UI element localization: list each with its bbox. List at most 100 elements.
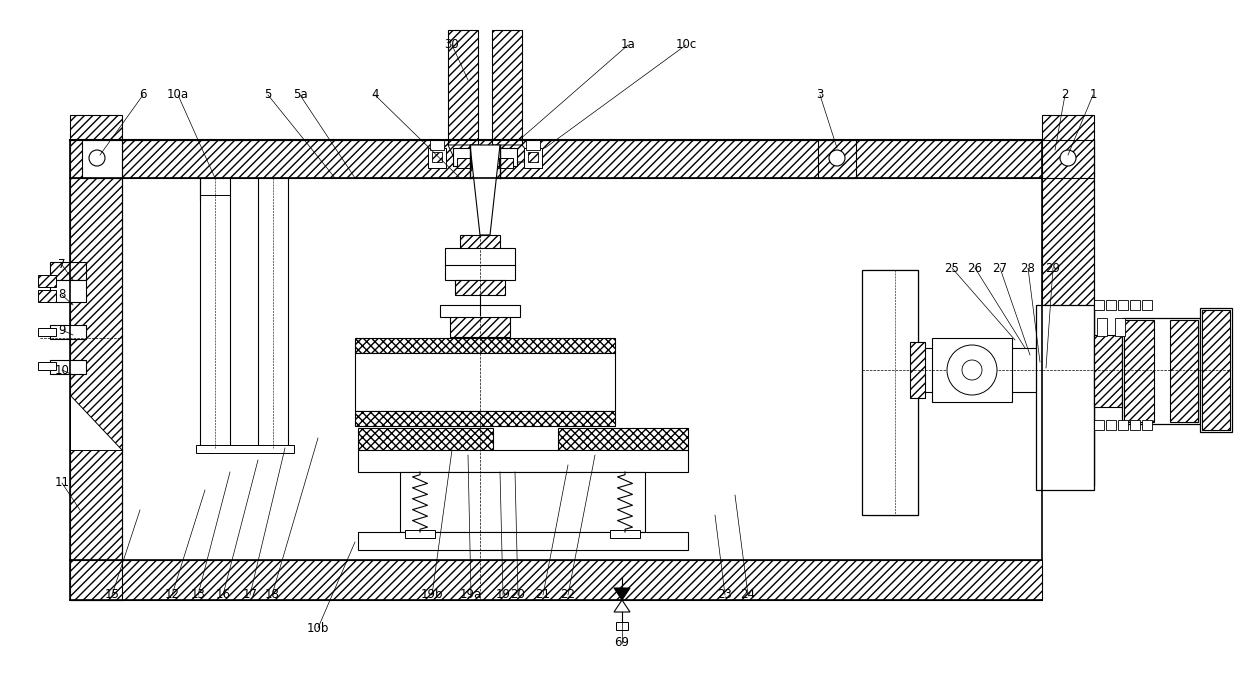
Polygon shape — [614, 600, 630, 612]
Text: 19: 19 — [496, 589, 511, 601]
Bar — [82, 140, 122, 178]
Text: 5: 5 — [264, 88, 272, 101]
Text: 5a: 5a — [293, 88, 308, 101]
Text: 13: 13 — [191, 589, 206, 601]
Bar — [358, 532, 688, 550]
Bar — [1171, 320, 1198, 422]
Text: 10a: 10a — [167, 88, 188, 101]
Text: 11: 11 — [55, 477, 69, 489]
Bar — [355, 353, 615, 411]
Bar — [525, 148, 542, 168]
Text: 19b: 19b — [420, 589, 443, 601]
Bar — [50, 360, 86, 374]
Bar — [445, 265, 515, 280]
Text: 27: 27 — [992, 261, 1007, 275]
Text: 9: 9 — [58, 323, 66, 336]
Bar — [50, 325, 86, 339]
Bar — [1130, 420, 1140, 430]
Bar — [69, 560, 1042, 600]
Circle shape — [830, 150, 844, 166]
Bar — [1122, 318, 1200, 424]
Bar — [1106, 420, 1116, 430]
Bar — [497, 148, 517, 166]
Circle shape — [962, 360, 982, 380]
Bar — [69, 115, 122, 600]
Bar — [1094, 300, 1104, 310]
Bar — [1130, 300, 1140, 310]
Text: 4: 4 — [371, 88, 378, 101]
Text: 1: 1 — [1089, 88, 1096, 101]
Text: 10c: 10c — [676, 38, 697, 51]
Bar — [1118, 300, 1128, 310]
Bar — [200, 178, 229, 448]
Text: 29: 29 — [1045, 261, 1060, 275]
Bar — [258, 178, 288, 448]
Bar — [50, 280, 86, 302]
Text: 6: 6 — [139, 88, 146, 101]
Text: 8: 8 — [58, 288, 66, 302]
Text: 15: 15 — [104, 589, 119, 601]
Text: 28: 28 — [1021, 261, 1035, 275]
Bar — [610, 530, 640, 538]
Bar — [455, 280, 505, 295]
Bar — [1115, 318, 1125, 336]
Bar — [355, 411, 615, 426]
Bar — [401, 472, 645, 532]
Polygon shape — [492, 145, 536, 162]
Bar — [38, 290, 56, 302]
Text: 30: 30 — [445, 38, 459, 51]
Bar — [358, 450, 688, 472]
Bar — [196, 445, 294, 453]
Bar — [558, 428, 688, 450]
Bar — [1200, 308, 1233, 432]
Text: 2: 2 — [1061, 88, 1069, 101]
Bar — [460, 235, 500, 253]
Polygon shape — [69, 395, 122, 450]
Text: 19a: 19a — [460, 589, 482, 601]
Circle shape — [947, 345, 997, 395]
Bar — [1042, 115, 1094, 485]
Bar — [440, 305, 520, 317]
Bar — [453, 148, 472, 166]
Polygon shape — [448, 145, 477, 162]
Bar — [1042, 140, 1094, 178]
Bar — [818, 140, 856, 178]
Circle shape — [89, 150, 105, 166]
Bar — [910, 342, 925, 398]
Bar — [1094, 420, 1104, 430]
Bar — [862, 270, 918, 515]
Bar — [868, 270, 918, 515]
Bar — [498, 158, 513, 168]
Bar — [448, 30, 477, 145]
Bar — [50, 262, 86, 280]
Text: 12: 12 — [165, 589, 180, 601]
Text: 25: 25 — [945, 261, 960, 275]
Bar — [1202, 310, 1230, 430]
Text: 23: 23 — [718, 589, 733, 601]
Bar — [445, 248, 515, 266]
Bar — [1094, 335, 1122, 407]
Text: 69: 69 — [615, 637, 630, 650]
Bar — [455, 253, 505, 265]
Text: 22: 22 — [560, 589, 575, 601]
Bar — [450, 315, 510, 337]
Circle shape — [1060, 150, 1076, 166]
Bar — [428, 148, 446, 168]
Bar — [405, 530, 435, 538]
Bar — [355, 338, 615, 353]
Bar — [1035, 305, 1094, 490]
Polygon shape — [614, 588, 630, 600]
Bar — [918, 348, 1047, 392]
Text: 16: 16 — [216, 589, 231, 601]
Bar — [528, 152, 538, 162]
Text: 1a: 1a — [621, 38, 635, 51]
Bar — [1123, 320, 1154, 422]
Bar — [69, 140, 1042, 178]
Bar — [616, 622, 627, 630]
Bar — [432, 152, 441, 162]
Bar — [1142, 420, 1152, 430]
Text: 10b: 10b — [306, 621, 329, 635]
Text: 18: 18 — [264, 589, 279, 601]
Text: 7: 7 — [58, 259, 66, 272]
Text: 17: 17 — [243, 589, 258, 601]
